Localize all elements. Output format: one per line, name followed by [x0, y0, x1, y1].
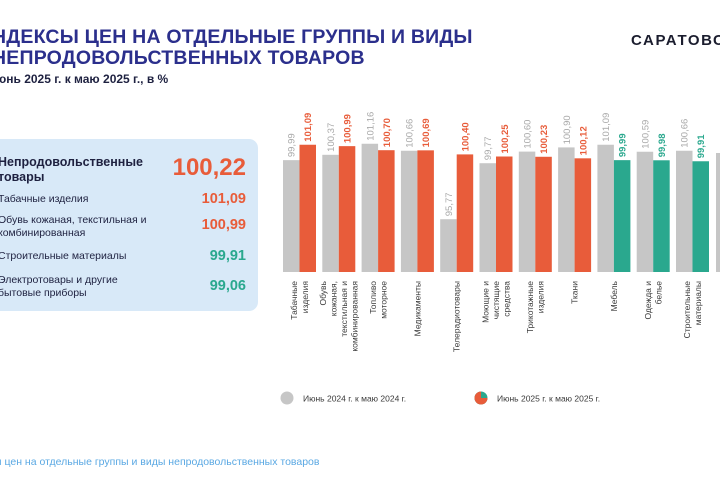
category-label: Строительные — [682, 281, 692, 339]
category-label: средства — [502, 281, 512, 317]
data-label-2025: 100,99 — [343, 114, 354, 143]
category-label: материалы — [693, 281, 703, 325]
data-label-2024: 100,90 — [562, 115, 573, 144]
bar-2025 — [692, 161, 709, 272]
data-label-2025: 101,09 — [303, 113, 314, 142]
legend-marker-2025-half — [474, 391, 488, 405]
bar-2025 — [456, 154, 474, 272]
page-title: НДЕКСЫ ЦЕН НА ОТДЕЛЬНЫЕ ГРУППЫ И ВИДЫ НЕ… — [0, 27, 473, 69]
bar-2024 — [400, 150, 418, 272]
bar-2024 — [479, 163, 496, 272]
data-label-2025: 99,99 — [618, 133, 629, 157]
summary-label: Табачные изделия — [0, 193, 89, 205]
legend-label-2024: Июнь 2024 г. к маю 2024 г. — [303, 394, 406, 404]
summary-value: 99,06 — [209, 278, 246, 294]
category-label: чистящие — [491, 281, 501, 320]
bar-2024 — [676, 150, 693, 272]
summary-value: 101,09 — [201, 191, 246, 207]
bar-2025 — [574, 158, 592, 272]
category-label: Моющие и — [480, 281, 490, 323]
bar-2024 — [322, 154, 339, 272]
data-label-2025: 100,70 — [382, 118, 393, 147]
category-label: изделия — [300, 281, 310, 314]
data-label-2024: 95,77 — [444, 192, 455, 216]
brand-logo-text: САРАТОВС — [631, 32, 720, 49]
title-line-1: НДЕКСЫ ЦЕН НА ОТДЕЛЬНЫЕ ГРУППЫ И ВИДЫ — [0, 26, 473, 48]
legend-marker-2024 — [280, 391, 294, 405]
data-label-2025: 100,12 — [578, 126, 589, 155]
data-label-2024: 101,09 — [601, 113, 612, 142]
bar-2025 — [417, 150, 434, 272]
summary-value: 100,99 — [201, 217, 246, 233]
category-label: Топливо — [368, 281, 378, 314]
legend-label-2025: Июнь 2025 г. к маю 2025 г. — [497, 394, 600, 404]
data-label-2024: 101,16 — [365, 112, 376, 141]
bar-2025 — [613, 160, 631, 272]
category-label: Табачные — [289, 281, 299, 320]
bar-2024 — [440, 219, 457, 272]
data-label-2025: 99,91 — [696, 134, 707, 158]
data-label-2025: 100,69 — [421, 118, 432, 147]
page-subtitle: юнь 2025 г. к маю 2025 г., в % — [0, 72, 169, 86]
data-label-2024: 100,59 — [640, 120, 651, 149]
category-label: комбинированная — [350, 281, 360, 352]
category-label: Мебель — [609, 280, 619, 311]
bar-2025 — [378, 150, 395, 272]
summary-row: Строительные материалы 99,91 — [0, 248, 258, 270]
category-label: Медикаменты — [412, 281, 422, 336]
summary-value: 99,91 — [209, 248, 246, 264]
bar-2024 — [361, 143, 379, 272]
data-label-2024: 99,77 — [483, 136, 494, 160]
category-label: Трикотажные — [525, 281, 535, 334]
bar-2024 — [283, 160, 300, 272]
bar-2025 — [496, 156, 513, 272]
data-label-2025: 100,40 — [460, 122, 471, 151]
category-label: Обувь — [318, 280, 328, 305]
bar-2025 — [535, 156, 552, 272]
bar-2025 — [653, 160, 670, 272]
data-label-2025: 99,98 — [657, 133, 668, 157]
category-label: Одежда и — [643, 281, 653, 320]
category-label: текстильная и — [339, 281, 349, 337]
summary-value: 100,22 — [172, 154, 246, 181]
bar-2024 — [636, 151, 654, 272]
bar-clipped — [716, 153, 720, 272]
bar-2024 — [597, 144, 614, 272]
data-label-2024: 100,66 — [405, 119, 416, 148]
bar-2025 — [299, 144, 316, 272]
footer-caption: ы цен на отдельные группы и виды непродо… — [0, 456, 320, 468]
category-label: кожаная, — [329, 281, 339, 316]
summary-row: Обувь кожаная, текстильная и комбинирова… — [0, 214, 258, 244]
summary-row: Электротовары и другие бытовые приборы 9… — [0, 274, 258, 304]
category-label: моторное — [378, 281, 388, 319]
summary-panel: Непродовольственные товары 100,22 Табачн… — [0, 139, 258, 311]
data-label-2025: 100,25 — [500, 124, 511, 154]
bar-2024 — [558, 147, 575, 272]
summary-row: Табачные изделия 101,09 — [0, 191, 258, 213]
bar-2024 — [518, 151, 536, 272]
data-label-2024: 100,37 — [326, 123, 337, 152]
summary-label: Обувь кожаная, текстильная и комбинирова… — [0, 214, 147, 239]
category-label: Телерадиотовары — [452, 281, 462, 352]
bar-2025 — [338, 146, 356, 272]
data-label-2024: 100,60 — [523, 120, 534, 149]
data-label-2024: 99,99 — [287, 133, 298, 157]
category-label: изделия — [536, 281, 546, 314]
data-label-2025: 100,23 — [539, 125, 550, 154]
summary-row-total: Непродовольственные товары 100,22 — [0, 149, 258, 189]
summary-label: Непродовольственные товары — [0, 155, 143, 184]
category-label: Ткани — [570, 281, 580, 304]
data-label-2024: 100,66 — [680, 119, 691, 148]
category-label: белье — [654, 281, 664, 305]
summary-label: Строительные материалы — [0, 250, 127, 262]
summary-label: Электротовары и другие бытовые приборы — [0, 274, 118, 299]
title-line-2: НЕПРОДОВОЛЬСТВЕННЫХ ТОВАРОВ — [0, 47, 365, 69]
